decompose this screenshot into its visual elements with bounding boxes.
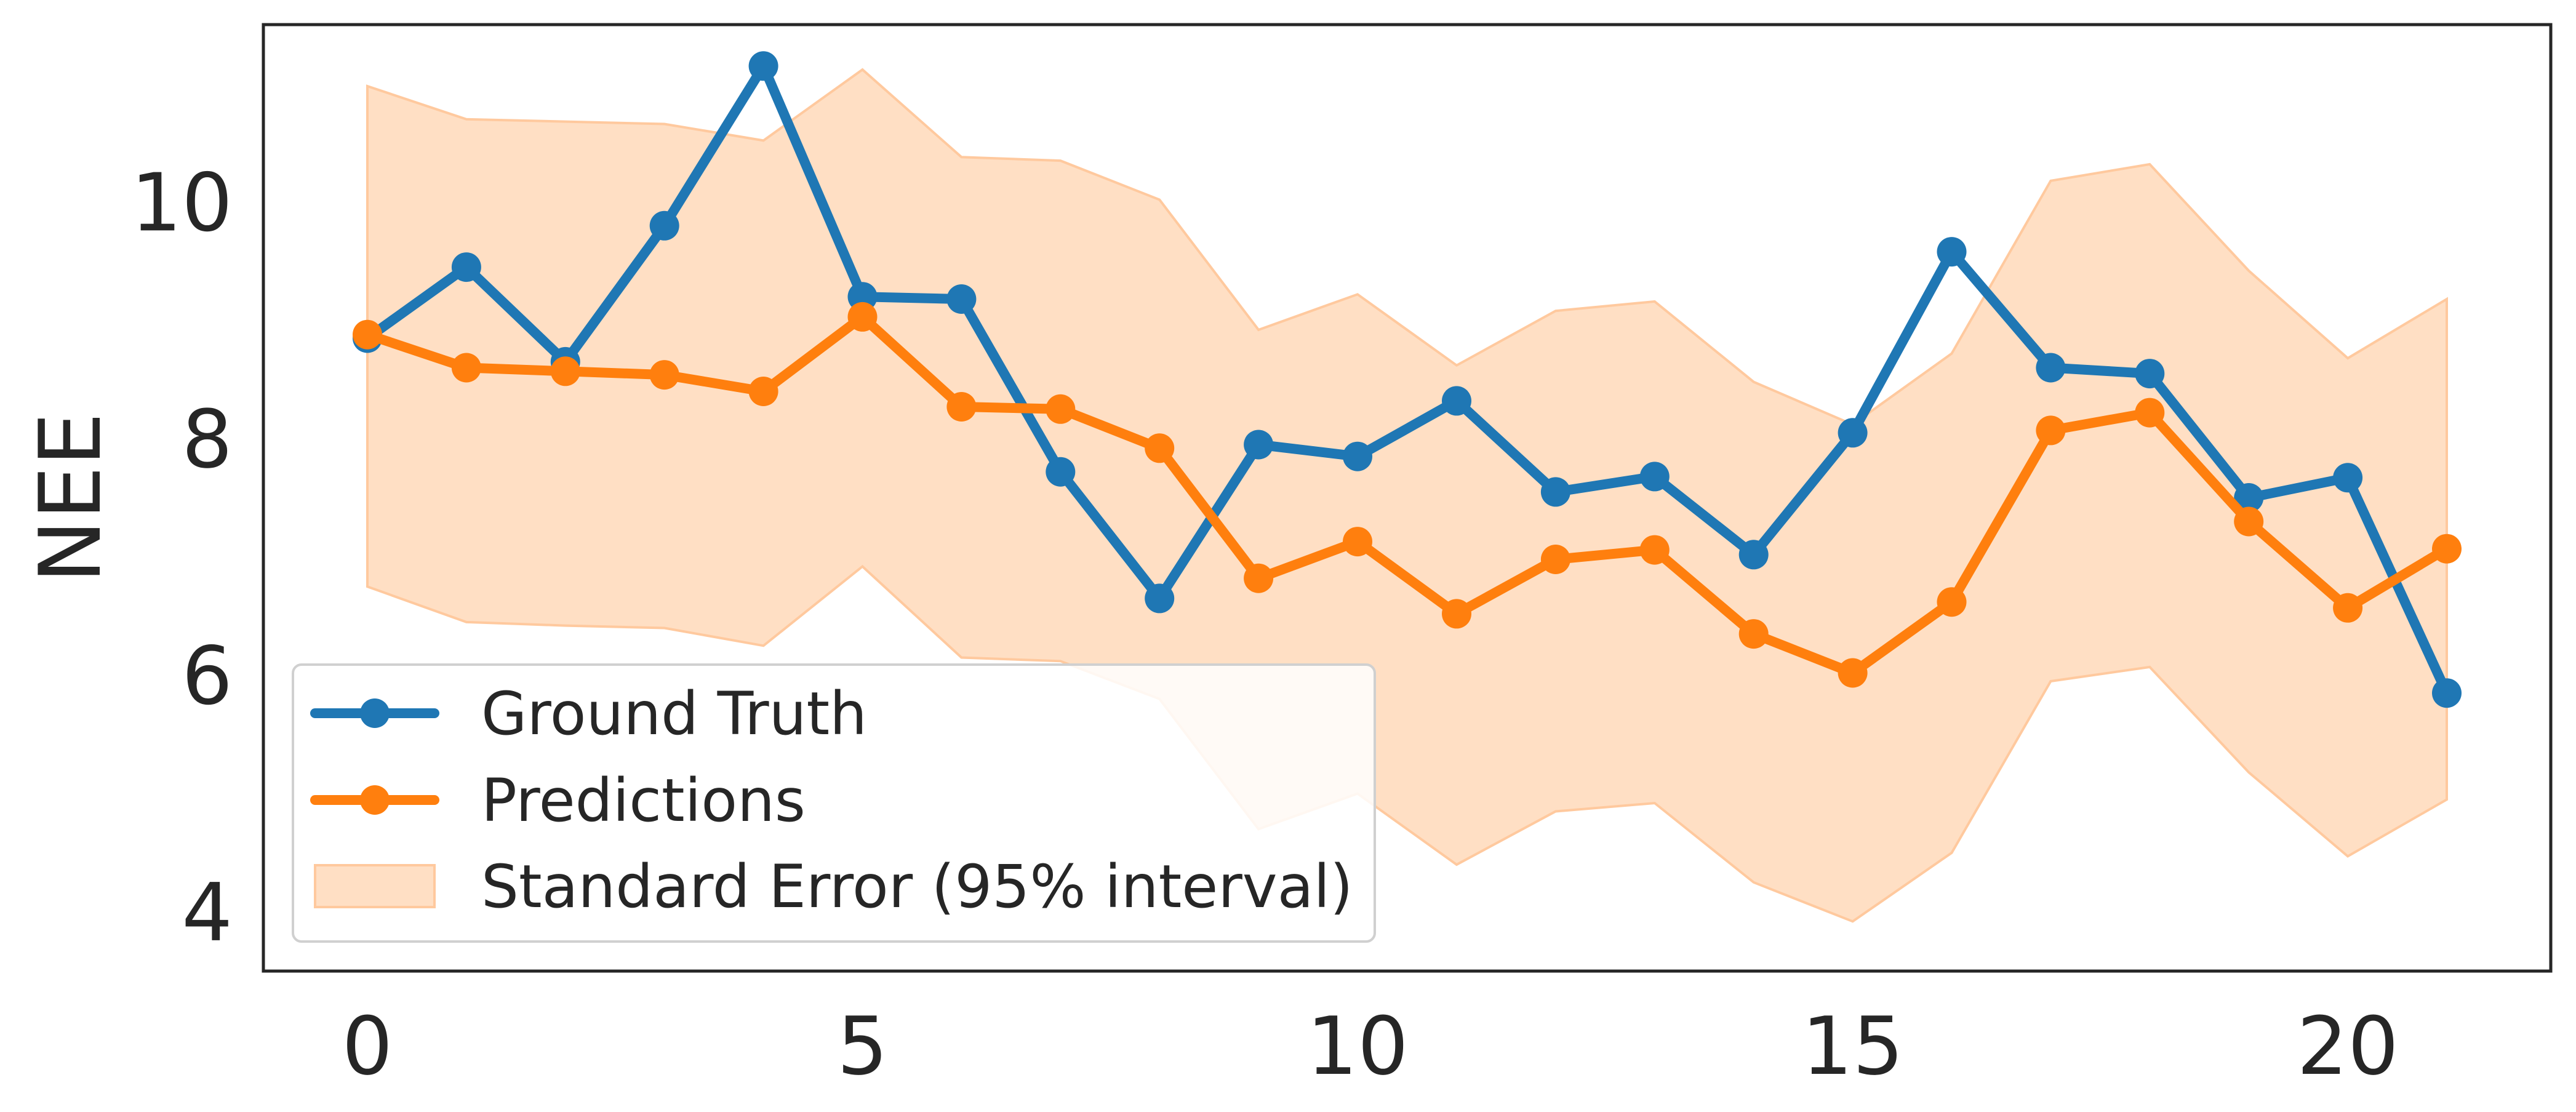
legend-marker-predictions (360, 785, 390, 815)
series-line-predictions (362, 311, 2452, 678)
data-point-predictions (2036, 415, 2066, 446)
axes-frame (262, 23, 2553, 973)
data-point-predictions (847, 302, 878, 332)
legend-swatch-standard-error (314, 864, 436, 908)
data-point-ground-truth (451, 252, 481, 282)
data-point-predictions (1738, 619, 1769, 649)
data-point-ground-truth (1442, 386, 1471, 416)
data-point-predictions (1540, 545, 1570, 574)
data-point-ground-truth (1937, 237, 1967, 267)
series-line-ground-truth (362, 61, 2452, 698)
data-point-ground-truth (1046, 457, 1076, 487)
x-tick-label: 0 (342, 999, 393, 1093)
data-point-ground-truth (1738, 540, 1769, 570)
data-point-predictions (2432, 534, 2462, 564)
legend-marker-ground-truth (360, 698, 390, 728)
data-point-predictions (1442, 599, 1471, 629)
data-point-ground-truth (1145, 583, 1175, 614)
x-axis: 0 5 10 15 20 (342, 999, 2399, 1093)
data-point-ground-truth (1244, 430, 1274, 460)
data-point-predictions (2333, 593, 2363, 623)
data-point-predictions (1639, 535, 1670, 565)
data-point-predictions (946, 392, 977, 422)
data-point-predictions (1046, 394, 1076, 424)
data-point-ground-truth (748, 51, 778, 81)
data-point-ground-truth (1540, 477, 1570, 507)
data-point-predictions (1244, 563, 1274, 593)
legend-box (292, 663, 1376, 943)
standard-error-band (366, 68, 2448, 923)
data-point-ground-truth (2333, 463, 2363, 493)
data-point-ground-truth (649, 210, 679, 241)
data-point-predictions (2135, 398, 2165, 428)
data-point-predictions (353, 319, 382, 350)
data-point-predictions (1838, 658, 1868, 688)
y-tick-label: 4 (182, 866, 233, 959)
data-point-ground-truth (1639, 462, 1670, 492)
plot-content (353, 51, 2462, 923)
data-point-ground-truth (1838, 418, 1868, 448)
data-point-predictions (1937, 587, 1967, 617)
data-point-ground-truth (2234, 483, 2264, 513)
data-point-predictions (1343, 527, 1372, 557)
y-tick-label: 8 (182, 393, 233, 486)
plot-area (353, 51, 2462, 923)
data-point-ground-truth (1343, 441, 1372, 471)
legend-label-predictions: Predictions (481, 766, 806, 835)
legend-label-standard-error: Standard Error (95% interval) (481, 852, 1353, 921)
data-point-predictions (2234, 506, 2264, 537)
data-point-predictions (451, 353, 481, 383)
y-tick-label: 10 (131, 156, 233, 249)
data-point-predictions (649, 360, 679, 390)
series-predictions (353, 302, 2462, 688)
data-point-ground-truth (2135, 359, 2165, 389)
data-point-ground-truth (2036, 353, 2066, 383)
x-tick-label: 10 (1306, 999, 1408, 1093)
data-point-predictions (748, 377, 778, 406)
data-point-ground-truth (946, 284, 977, 314)
data-point-predictions (1145, 433, 1175, 463)
data-point-predictions (550, 356, 580, 386)
data-point-ground-truth (2432, 678, 2462, 708)
x-tick-label: 5 (837, 999, 888, 1093)
y-axis: 4 6 8 10 (131, 156, 233, 959)
y-tick-label: 6 (182, 629, 233, 722)
x-tick-label: 20 (2297, 999, 2398, 1093)
y-axis-label: NEE (21, 412, 120, 583)
legend-label-ground-truth: Ground Truth (481, 679, 867, 748)
x-tick-label: 15 (1802, 999, 1903, 1093)
legend: Ground Truth Predictions Standard Error (9… (292, 663, 1376, 943)
